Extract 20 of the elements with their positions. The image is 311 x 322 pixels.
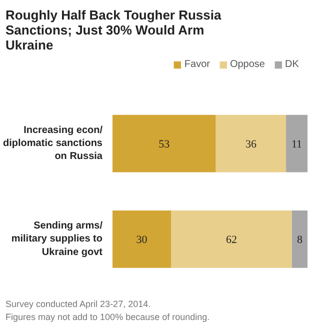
data-label: 8 <box>296 234 303 246</box>
data-label: 53 <box>158 138 170 151</box>
text: Figures may not add to 100% because of rounding. <box>6 312 210 322</box>
data-label: 62 <box>226 234 237 246</box>
bar <box>112 114 216 172</box>
legend-label: Favor <box>184 59 210 70</box>
bar <box>171 210 292 268</box>
y-tick-label: Increasing econ/ diplomatic sanctions on Russia <box>3 124 103 162</box>
legend-label: Oppose <box>230 59 265 70</box>
data-label: 36 <box>245 138 257 151</box>
data-label: 11 <box>291 138 302 151</box>
bar <box>292 210 308 268</box>
text: Survey conducted April 23-27, 2014. <box>6 299 151 309</box>
chart-title: Roughly Half Back Tougher Russia Sanctions; Just 30% Would Arm Ukraine <box>6 8 222 52</box>
y-tick-label: Sending arms/ military supplies to Ukraine govt <box>11 220 104 258</box>
data-label: 30 <box>136 234 148 246</box>
bar <box>286 114 308 172</box>
legend-label: DK <box>285 59 300 70</box>
bar <box>112 210 171 268</box>
bar <box>216 114 286 172</box>
